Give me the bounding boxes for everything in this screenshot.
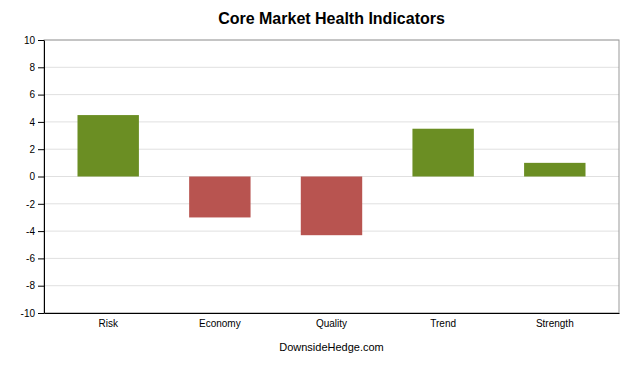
- x-axis-title: DownsideHedge.com: [279, 341, 384, 353]
- y-tick-mark: [38, 67, 44, 68]
- x-tick: Economy: [199, 313, 241, 329]
- y-tick-mark: [38, 95, 44, 96]
- y-tick-label: -2: [26, 199, 35, 210]
- y-tick-label: 0: [29, 171, 35, 182]
- grid-line: [44, 67, 619, 68]
- x-tick: Risk: [98, 313, 118, 329]
- x-tick-label: Economy: [199, 318, 241, 329]
- grid: [44, 40, 619, 313]
- bar: [301, 177, 362, 236]
- y-tick: -6: [26, 253, 44, 264]
- y-tick-label: 8: [29, 62, 35, 73]
- title: Core Market Health Indicators: [218, 10, 445, 27]
- bar: [524, 163, 585, 177]
- x-tick-label: Risk: [98, 318, 118, 329]
- y-tick-mark: [38, 40, 44, 41]
- chart-svg: -10 -8 -6 -4 -2 0 2 4 6 8 10 Risk Economy Quality Tren…: [0, 0, 639, 365]
- y-axis-line: [44, 41, 45, 314]
- y-tick-mark: [38, 313, 44, 314]
- x-tick-label: Trend: [430, 318, 456, 329]
- bar: [412, 129, 473, 177]
- x-axis: Risk Economy Quality Trend Strength: [45, 313, 620, 329]
- x-axis-line: [45, 313, 620, 314]
- y-tick: 4: [29, 117, 44, 128]
- y-tick-mark: [38, 204, 44, 205]
- y-tick: -4: [26, 226, 44, 237]
- grid-line: [44, 94, 619, 95]
- y-tick: 8: [29, 62, 44, 73]
- y-tick-label: 6: [29, 89, 35, 100]
- bars: [77, 115, 585, 235]
- chart-container: -10 -8 -6 -4 -2 0 2 4 6 8 10 Risk Economy Quality Tren…: [0, 0, 639, 365]
- y-tick: -2: [26, 199, 44, 210]
- y-tick-mark: [38, 122, 44, 123]
- x-tick-label: Strength: [536, 318, 574, 329]
- y-tick-mark: [38, 231, 44, 232]
- x-tick: Strength: [536, 313, 574, 329]
- bar: [77, 115, 138, 176]
- y-tick: 10: [24, 35, 44, 46]
- y-tick: -8: [26, 280, 44, 291]
- y-tick: 0: [29, 171, 44, 182]
- y-tick-label: 10: [24, 35, 36, 46]
- x-tick-label: Quality: [316, 318, 347, 329]
- y-tick-mark: [38, 149, 44, 150]
- y-tick: 2: [29, 144, 44, 155]
- y-tick-label: -10: [21, 308, 36, 319]
- y-tick-label: 2: [29, 144, 35, 155]
- y-tick: 6: [29, 89, 44, 100]
- plot-frame: [44, 40, 619, 313]
- y-tick-label: -8: [26, 280, 35, 291]
- y-tick-label: -4: [26, 226, 35, 237]
- y-tick-label: 4: [29, 117, 35, 128]
- bar: [189, 177, 250, 218]
- grid-line: [44, 258, 619, 259]
- y-tick-mark: [38, 177, 44, 178]
- x-tick: Quality: [316, 313, 347, 329]
- x-tick: Trend: [430, 313, 456, 329]
- y-tick: -10: [21, 308, 44, 319]
- y-tick-mark: [38, 258, 44, 259]
- grid-line: [44, 285, 619, 286]
- y-axis: -10 -8 -6 -4 -2 0 2 4 6 8 10: [21, 35, 45, 319]
- y-tick-label: -6: [26, 253, 35, 264]
- y-tick-mark: [38, 286, 44, 287]
